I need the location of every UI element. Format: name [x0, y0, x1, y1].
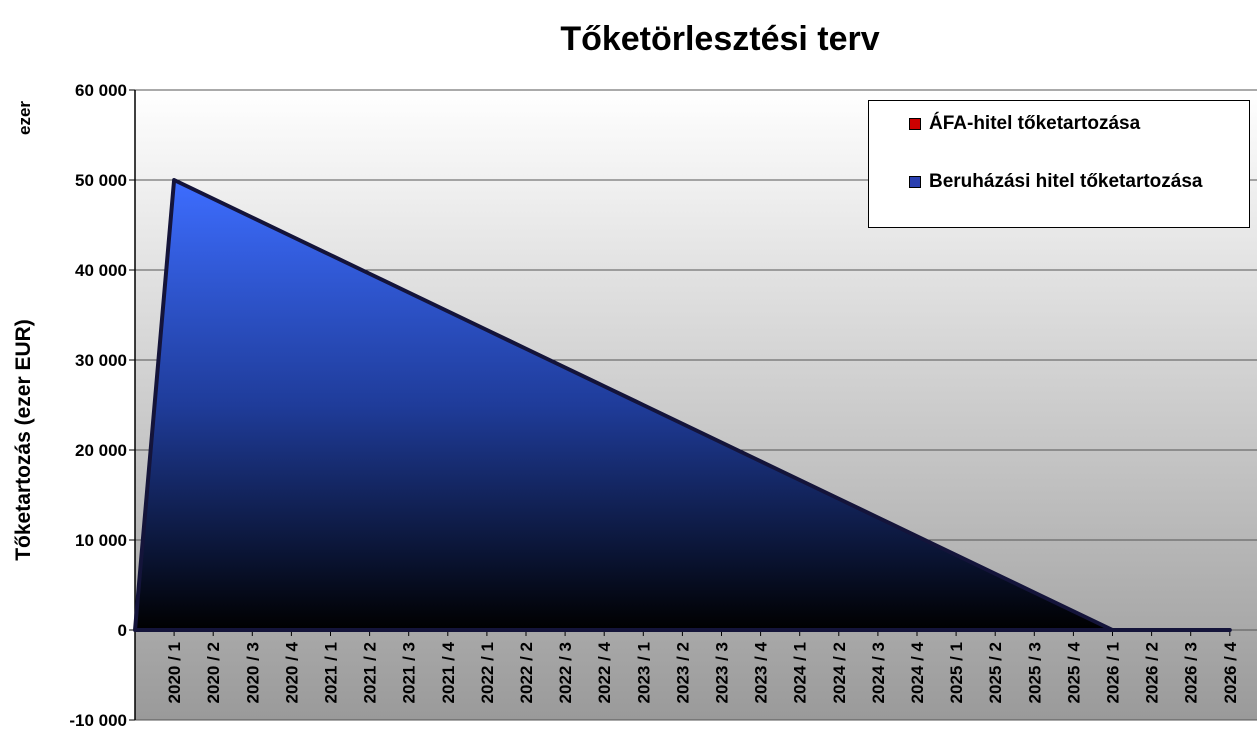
y-tick-label: 20 000 — [75, 441, 127, 460]
x-tick-label: 2022 / 2 — [517, 642, 536, 703]
x-tick-label: 2025 / 2 — [986, 642, 1005, 703]
legend-label: ÁFA-hitel tőketartozása — [929, 113, 1141, 134]
x-tick-label: 2021 / 4 — [439, 641, 458, 703]
x-tick-label: 2020 / 2 — [204, 642, 223, 703]
x-tick-label: 2026 / 2 — [1143, 642, 1162, 703]
x-tick-label: 2022 / 1 — [478, 642, 497, 703]
x-tick-label: 2024 / 1 — [791, 642, 810, 703]
axis-note: ezer — [15, 101, 34, 135]
x-tick-label: 2023 / 1 — [634, 642, 653, 703]
y-tick-label: 40 000 — [75, 261, 127, 280]
legend-label: Beruházási hitel tőketartozása — [929, 171, 1203, 192]
y-tick-label: 10 000 — [75, 531, 127, 550]
x-tick-label: 2023 / 3 — [713, 642, 732, 703]
chart-title: Tőketörlesztési terv — [560, 20, 879, 58]
x-tick-label: 2020 / 3 — [243, 642, 262, 703]
x-tick-label: 2020 / 1 — [165, 642, 184, 703]
x-tick-label: 2021 / 3 — [400, 642, 419, 703]
y-tick-label: 60 000 — [75, 81, 127, 100]
x-tick-label: 2024 / 3 — [869, 642, 888, 703]
x-tick-label: 2026 / 3 — [1182, 642, 1201, 703]
x-tick-label: 2024 / 2 — [830, 642, 849, 703]
y-axis-label: Tőketartozás (ezer EUR) — [12, 319, 35, 561]
y-tick-label: 30 000 — [75, 351, 127, 370]
area — [133, 178, 1232, 632]
x-tick-label: 2022 / 4 — [595, 641, 614, 703]
legend: ÁFA-hitel tőketartozása Beruházási hitel … — [868, 100, 1250, 228]
x-tick-label: 2025 / 1 — [947, 642, 966, 703]
y-tick-label: -10 000 — [69, 711, 127, 730]
x-tick-label: 2024 / 4 — [908, 641, 927, 703]
legend-item: ÁFA-hitel tőketartozása — [909, 113, 1229, 134]
x-tick-label: 2022 / 3 — [556, 642, 575, 703]
x-tick-label: 2021 / 2 — [361, 642, 380, 703]
x-tick-label: 2025 / 4 — [1064, 641, 1083, 703]
x-tick-label: 2020 / 4 — [282, 641, 301, 703]
y-tick-label: 0 — [118, 621, 127, 640]
x-tick-label: 2023 / 4 — [752, 641, 771, 703]
x-tick-label: 2026 / 4 — [1221, 641, 1240, 703]
legend-swatch — [909, 118, 921, 130]
x-tick-label: 2026 / 1 — [1104, 642, 1123, 703]
y-tick-label: 50 000 — [75, 171, 127, 190]
legend-item: Beruházási hitel tőketartozása — [909, 171, 1229, 192]
x-tick-label: 2021 / 1 — [322, 642, 341, 703]
legend-swatch — [909, 176, 921, 188]
x-tick-label: 2025 / 3 — [1025, 642, 1044, 703]
x-tick-label: 2023 / 2 — [673, 642, 692, 703]
